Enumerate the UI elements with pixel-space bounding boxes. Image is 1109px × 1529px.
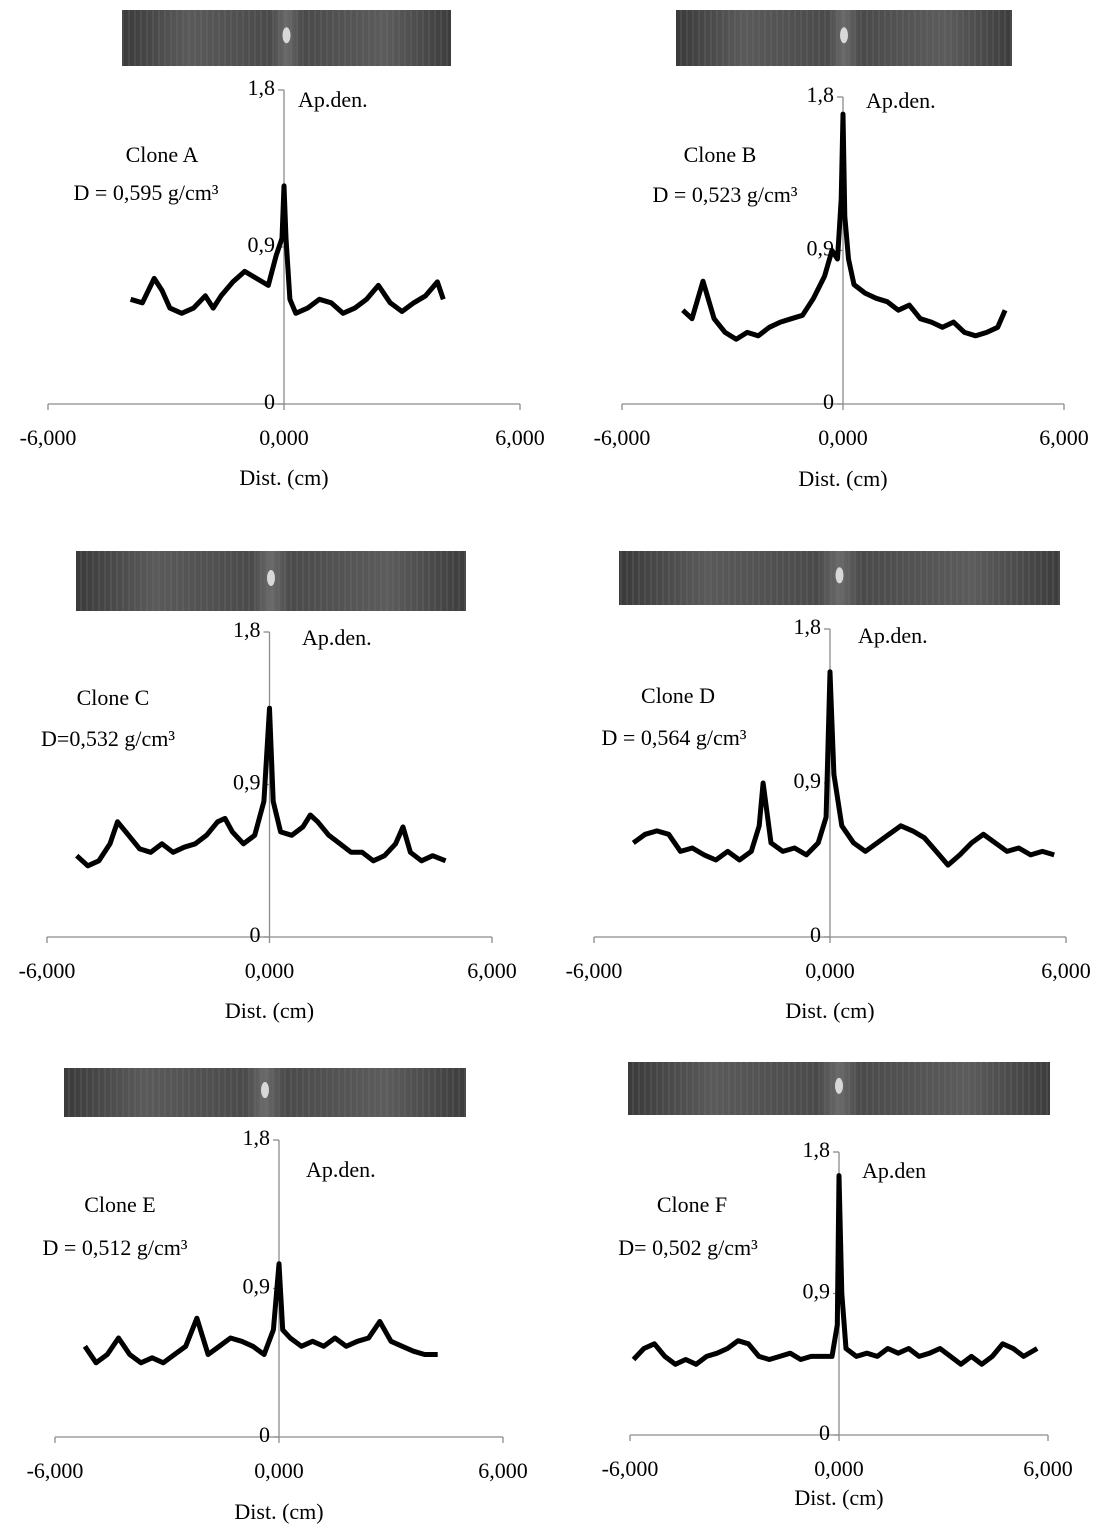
- y-tick-label: 1,8: [794, 614, 822, 639]
- x-tick-label: -6,000: [566, 958, 623, 983]
- x-tick-label: 6,000: [1023, 1456, 1073, 1481]
- y-axis-label: Ap.den.: [306, 1157, 376, 1182]
- x-tick-label: 6,000: [1041, 958, 1091, 983]
- x-tick-label: 0,000: [814, 1456, 864, 1481]
- x-axis-label: Dist. (cm): [798, 466, 887, 491]
- y-tick-label: 1,8: [243, 1125, 271, 1150]
- y-axis-label: Ap.den: [862, 1158, 926, 1183]
- x-tick-label: 6,000: [467, 958, 517, 983]
- y-axis-label: Ap.den.: [302, 625, 372, 650]
- density-annotation: D = 0,512 g/cm³: [43, 1235, 188, 1260]
- wood-pith: [840, 27, 848, 43]
- x-tick-label: -6,000: [594, 425, 651, 450]
- y-tick-label: 1,8: [803, 1137, 831, 1162]
- y-tick-label: 1,8: [807, 82, 835, 107]
- y-axis-label: Ap.den.: [858, 623, 928, 648]
- clone-title: Clone F: [657, 1192, 727, 1217]
- clone-title: Clone E: [84, 1192, 156, 1217]
- figure: -6,000 0,000 6,000 0 0,9 1,8 Clone A D = 0,595 …: [0, 0, 1109, 1529]
- x-axis-label: Dist. (cm): [785, 998, 874, 1023]
- x-tick-label: 0,000: [254, 1458, 304, 1483]
- y-tick-label: 0: [810, 922, 821, 947]
- clone-title: Clone C: [77, 685, 150, 710]
- y-tick-label: 1,8: [233, 617, 261, 642]
- x-tick-label: -6,000: [27, 1458, 84, 1483]
- y-tick-label: 0,9: [248, 232, 276, 257]
- x-tick-label: -6,000: [602, 1456, 659, 1481]
- wood-pith: [283, 27, 291, 43]
- x-tick-label: 0,000: [259, 425, 309, 450]
- x-tick-label: 6,000: [495, 425, 545, 450]
- density-annotation: D = 0,595 g/cm³: [74, 180, 219, 205]
- x-tick-label: -6,000: [19, 958, 76, 983]
- clone-title: Clone A: [126, 142, 199, 167]
- density-annotation: D= 0,502 g/cm³: [618, 1235, 758, 1260]
- x-axis-label: Dist. (cm): [234, 1499, 323, 1524]
- x-tick-label: 6,000: [1039, 425, 1089, 450]
- x-tick-label: 0,000: [805, 958, 855, 983]
- x-axis-label: Dist. (cm): [794, 1485, 883, 1510]
- wood-pith: [267, 570, 275, 586]
- y-tick-label: 1,8: [248, 75, 276, 100]
- y-tick-label: 0,9: [803, 1279, 831, 1304]
- wood-pith: [835, 1078, 843, 1094]
- wood-pith: [836, 567, 844, 583]
- y-tick-label: 0: [264, 389, 275, 414]
- density-annotation: D = 0,523 g/cm³: [653, 182, 798, 207]
- y-tick-label: 0,9: [233, 770, 261, 795]
- y-tick-label: 0: [823, 389, 834, 414]
- wood-pith: [261, 1082, 269, 1098]
- x-axis-label: Dist. (cm): [239, 465, 328, 490]
- y-tick-label: 0: [250, 922, 261, 947]
- x-tick-label: 6,000: [478, 1458, 528, 1483]
- y-axis-label: Ap.den.: [298, 87, 368, 112]
- x-tick-label: -6,000: [20, 425, 77, 450]
- clone-title: Clone B: [684, 142, 757, 167]
- x-tick-label: 0,000: [818, 425, 868, 450]
- density-annotation: D = 0,564 g/cm³: [602, 725, 747, 750]
- y-axis-label: Ap.den.: [866, 88, 936, 113]
- y-tick-label: 0,9: [243, 1274, 271, 1299]
- x-tick-label: 0,000: [245, 958, 295, 983]
- y-tick-label: 0,9: [794, 768, 822, 793]
- y-tick-label: 0: [259, 1422, 270, 1447]
- clone-title: Clone D: [641, 683, 715, 708]
- x-axis-label: Dist. (cm): [225, 998, 314, 1023]
- density-annotation: D=0,532 g/cm³: [41, 726, 175, 751]
- y-tick-label: 0: [819, 1420, 830, 1445]
